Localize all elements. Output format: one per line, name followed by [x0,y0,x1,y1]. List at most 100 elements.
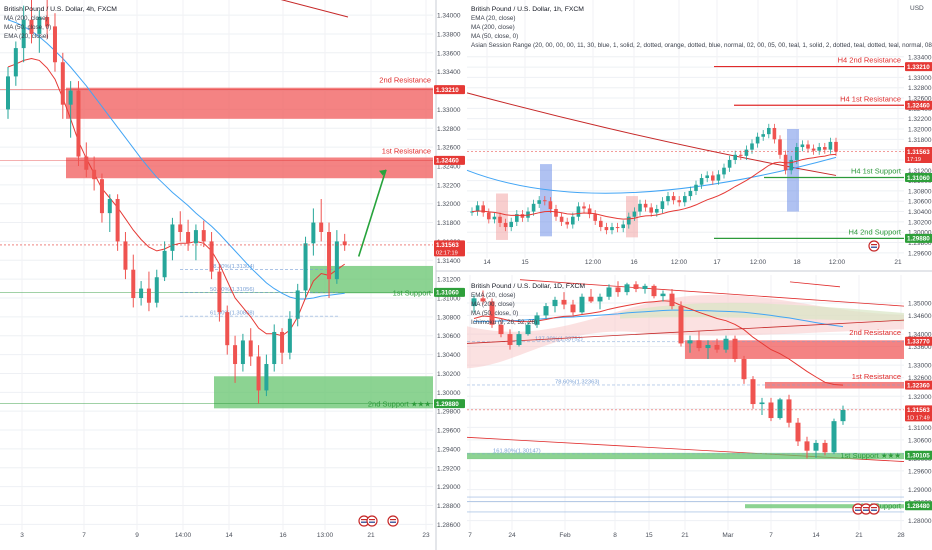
top-right-chart: 1.33210 H4 2nd Resistance 1.32460 H4 1st Re… [466,56,932,243]
time-tick-label: 14 [812,532,820,539]
candle-body [694,184,698,191]
time-tick-label: 21 [894,259,902,266]
candle-body [139,288,144,299]
indicator-label: MA (50, close, 0) [471,33,518,40]
level-badge [905,100,932,110]
price-tick-label: 1.34000 [437,13,461,20]
candle-body [834,141,838,152]
candle-body [248,340,253,357]
candle-body [660,201,665,209]
candle-body [559,216,564,222]
candle-body [678,306,684,344]
candle-body [795,422,801,442]
candle-body [716,174,721,181]
candle-body [786,399,792,423]
candle-body [537,200,541,204]
ma200-line [280,0,349,18]
candle-body [303,243,308,291]
candle-body [615,227,620,229]
time-tick-label: 3 [20,532,24,539]
level-label: H4 1st Resistance [840,94,901,103]
level-badge [905,380,932,390]
level-badge-label: 1.33210 [907,64,930,71]
candle-body [507,334,513,345]
candle-body [599,220,603,228]
flag-usd-icon [868,503,880,515]
price-tick-label: 1.30200 [437,371,461,378]
candle-body [831,421,837,453]
candle-body [570,304,576,313]
indicator-label: Ichimoku (9, 26, 52, 26) [471,319,537,326]
candle-body [671,196,676,201]
price-tick-label: 1.32600 [437,145,461,152]
candle-body [498,216,502,223]
price-tick-label: 1.31400 [437,258,461,265]
level-label: H4 2nd Resistance [838,56,901,65]
candle-body [800,144,805,148]
price-tick-label: 1.29400 [437,446,461,453]
time-tick-label: 9 [135,532,139,539]
last-price-badge-label: 1.31563 [907,407,930,414]
price-tick-label: 1.30600 [437,333,461,340]
candle-body [115,198,120,242]
candle-body [750,379,756,405]
flag-usd-icon [366,515,378,527]
ma200-line [466,319,905,344]
top-right-price-axis: 1.334001.332001.330001.328001.326001.324… [467,0,932,266]
chart-title: British Pound / U.S. Dollar, 4h, FXCM [4,6,117,13]
candle-body [256,356,261,391]
time-tick-label: 15 [521,259,529,266]
time-tick-label: 18 [793,259,801,266]
price-tick-label: 1.29000 [437,484,461,491]
candle-body [193,230,198,244]
candle-body [610,227,614,231]
level-badge-label: 1.33210 [436,87,459,94]
time-tick-label: 21 [367,532,375,539]
level-badge-label: 1.32360 [907,382,930,389]
indicator-label: MA (50, close, 0) [471,310,518,317]
flag-stripe [863,507,869,509]
level-badge-label: 1.30105 [907,453,930,460]
flag-stripe [855,507,861,509]
candle-body [649,207,653,213]
candle-body [76,90,81,157]
price-tick-label: 1.30000 [908,230,932,237]
candle-body [492,216,497,220]
bottom-right-chart: 1.33770 2nd Resistance 1.32360 1st Resistan… [466,279,932,513]
level-badge [434,85,465,95]
candle-body [60,62,65,105]
time-tick-label: 8 [613,532,617,539]
price-tick-label: 1.30400 [908,209,932,216]
price-tick-label: 1.33000 [908,75,932,82]
candle-body [565,221,569,225]
price-tick-label: 1.29600 [908,250,932,257]
candle-body [759,402,765,405]
flag-stripe [361,521,367,523]
price-tick-label: 1.32200 [908,116,932,123]
event-flag [868,240,880,252]
candle-body [627,216,631,225]
level-badge-label: 1.33770 [907,339,930,346]
level-badge-label: 1.32460 [907,103,930,110]
time-tick-label: 15 [645,532,653,539]
support-zone [214,376,433,409]
flag-stripe [855,509,861,511]
time-tick-label: Mar [722,532,734,539]
ichimoku-cloud [620,302,904,322]
candle-body [587,208,592,215]
fib-label: 61.80%(1.30808) [210,311,255,317]
fib-label: 50.00%(1.31056) [210,287,255,293]
flag-usd-icon [387,515,399,527]
candle-body [311,222,316,244]
candle-body [552,299,558,307]
candle-body [804,441,810,451]
level-badge-label: 1.32460 [436,158,459,165]
time-tick-label: 12:00 [829,259,846,266]
candle-body [295,290,300,319]
top-right-legend: British Pound / U.S. Dollar, 1h, FXCM EMA… [471,6,932,49]
price-tick-label: 1.31200 [908,168,932,175]
candle-body [840,409,846,422]
flag-stripe [871,244,877,246]
chart-title: British Pound / U.S. Dollar, 1h, FXCM [471,6,584,13]
trend-arrow-head [379,169,386,176]
